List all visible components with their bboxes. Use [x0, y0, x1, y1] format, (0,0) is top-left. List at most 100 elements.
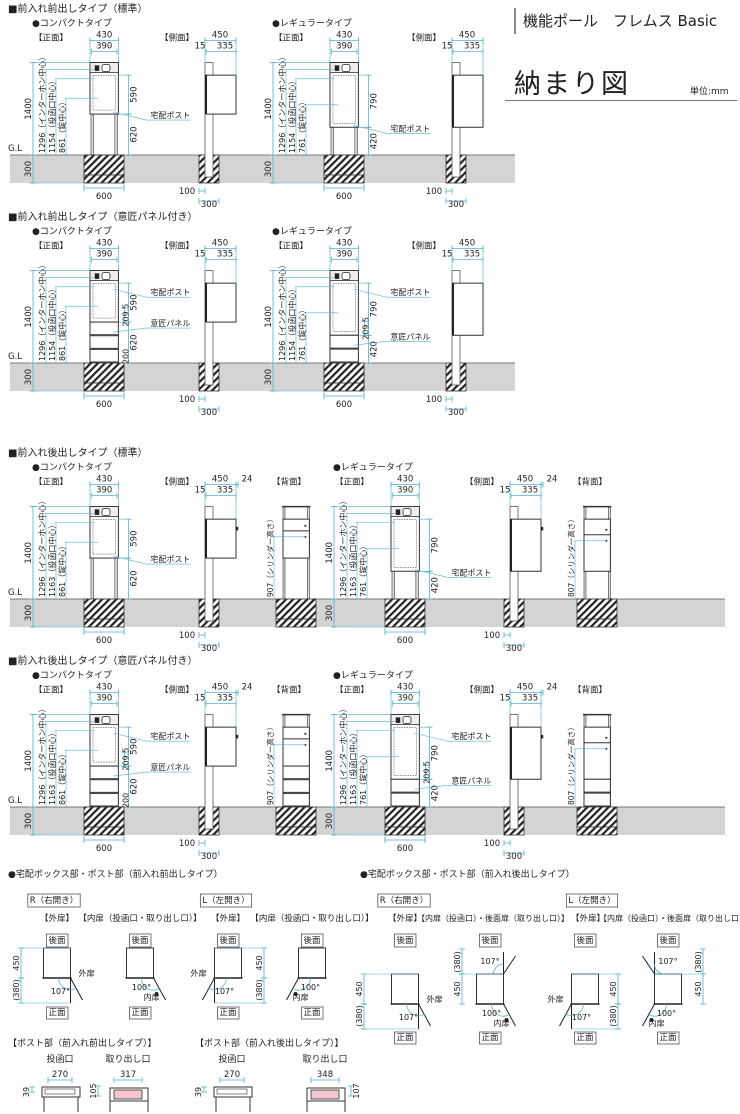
upper-dimension: 590 — [129, 530, 139, 546]
key-icon — [154, 992, 159, 996]
cylinder-height-dimension: 907（シリンダー高さ） — [265, 515, 275, 597]
left-hinge-label: L（左開き） — [568, 895, 615, 906]
rear-handle — [540, 526, 544, 531]
rear-angle-label: 107° — [480, 957, 499, 966]
footing-width-dimension: 300 — [201, 644, 217, 654]
height-dimension: 1400 — [24, 542, 34, 564]
rear-side-label: 後面 — [131, 935, 149, 946]
outlet-frame — [306, 1087, 346, 1102]
inner-width-dimension: 390 — [336, 42, 352, 52]
side-view-label: 【側面】 — [160, 477, 194, 488]
post-offset-dimension: 15 — [442, 250, 453, 260]
rear-door-open — [503, 955, 516, 975]
gravel-base — [83, 826, 125, 836]
door-outline — [92, 727, 116, 763]
right-hinge-label-box — [377, 893, 431, 908]
delivery-box-side — [510, 518, 542, 572]
footing-offset-dimension: 100 — [426, 187, 442, 197]
box-plan — [43, 947, 71, 979]
intercom-height-dimension: 1296（インターホン中心） — [37, 705, 47, 805]
key-height-dimension: 861（錠中心） — [57, 306, 67, 361]
height-dimension: 1400 — [325, 542, 335, 564]
door-section-title: ●宅配ボックス部・ポスト部（前入れ前出しタイプ） — [8, 868, 223, 880]
intercom-icon — [334, 273, 340, 279]
delivery-box — [390, 714, 420, 780]
open-door — [418, 1003, 431, 1027]
side-view-label: 【側面】 — [465, 477, 499, 488]
cylinder-lock-icon — [605, 736, 608, 739]
door-outline — [393, 727, 417, 776]
delivery-post-label: 宅配ポスト — [451, 731, 491, 741]
clearance-dimension: (380) — [609, 1005, 618, 1027]
camera-icon — [101, 64, 111, 72]
right-hinge-label: R（右開き） — [30, 895, 78, 906]
concrete-footing — [83, 806, 125, 828]
footing-offset-dimension: 100 — [179, 187, 195, 197]
outer-door-heading: 【外扉】 — [40, 913, 74, 924]
intercom-height-dimension: 1296（インターホン中心） — [37, 261, 47, 361]
post-part-title: 【ポスト部（前入れ後出しタイプ）】 — [195, 1037, 344, 1049]
box-depth-dimension: 335 — [217, 486, 233, 496]
delivery-post-label: 宅配ポスト — [390, 123, 430, 133]
variant-title: ●レギュラータイプ — [272, 226, 352, 237]
inner-width-dimension: 390 — [96, 250, 112, 260]
height-dimension: 1400 — [24, 306, 34, 328]
key-height-dimension: 761（錠中心） — [358, 542, 368, 597]
box-plan — [298, 947, 326, 979]
key-height-dimension: 761（錠中心） — [297, 98, 307, 153]
footing-offset-dimension: 100 — [484, 631, 500, 641]
left-hinge-label-box — [565, 893, 619, 908]
panel-upper-dimension: 209.5 — [422, 761, 431, 784]
front-view-label: 【正面】 — [335, 478, 369, 488]
rear-side-label-box — [129, 933, 152, 948]
slot-height-dimension: 1154（投函口中心） — [287, 77, 297, 153]
delivery-box-side — [205, 518, 237, 559]
design-panel — [89, 765, 119, 780]
post-part-title: 【ポスト部（前入れ前出しタイプ）】 — [8, 1037, 157, 1049]
upper-dimension: 790 — [430, 537, 440, 553]
right-hinge-label: R（右開き） — [380, 895, 428, 906]
front-side-label-box — [657, 1031, 680, 1045]
footing-depth-dimension: 300 — [264, 161, 274, 177]
height-dimension: 1400 — [264, 98, 274, 120]
outer-angle-label: 107° — [399, 1013, 418, 1022]
width-dimension: 430 — [336, 31, 352, 41]
front-view-label: 【正面】 — [34, 478, 68, 488]
inner-width-dimension: 390 — [397, 486, 413, 496]
key-height-dimension: 761（錠中心） — [297, 306, 307, 361]
cylinder-lock-icon — [304, 524, 307, 527]
box-depth-dimension: 335 — [464, 250, 480, 260]
outer-angle-label: 107° — [51, 987, 70, 996]
slot-opening — [216, 1088, 248, 1095]
cylinder-lock-icon — [605, 528, 608, 531]
pole-leg — [391, 570, 395, 600]
upper-dimension: 790 — [430, 745, 440, 761]
footing-offset-dimension: 100 — [484, 839, 500, 849]
box-depth-dimension: 335 — [217, 42, 233, 52]
inner-width-dimension: 390 — [397, 694, 413, 704]
drawing-title: 納まり図 — [514, 69, 630, 100]
cylinder-height-dimension: 807（シリンダー高さ） — [566, 723, 576, 805]
open-door — [642, 1003, 655, 1027]
footing-width-dimension: 600 — [397, 844, 413, 854]
footing-width-dimension: 300 — [506, 852, 522, 862]
outer-door-heading: 【外扉】 — [211, 913, 245, 924]
intercom-height-dimension: 1296（インターホン中心） — [277, 53, 287, 153]
inner-angle-label: 100° — [482, 1009, 501, 1018]
swing-arc — [565, 1003, 584, 1016]
concrete-footing — [83, 154, 125, 176]
slot-height-dimension: 1163（投函口中心） — [348, 729, 358, 805]
gravel-base — [323, 382, 365, 392]
gravel-base — [576, 826, 618, 836]
box-depth-dimension: 335 — [464, 42, 480, 52]
concrete-footing — [323, 362, 365, 384]
pole-side — [204, 714, 214, 830]
cylinder-height-dimension: 907（シリンダー高さ） — [265, 723, 275, 805]
inner-angle-label: 100° — [657, 1009, 676, 1018]
slot-height-dimension: 1154（投函口中心） — [47, 77, 57, 153]
pole-side — [204, 506, 214, 622]
design-panel — [329, 334, 359, 349]
clearance-dimension: (380) — [12, 979, 21, 1001]
front-view-label: 【正面】 — [335, 686, 369, 696]
footing-offset-dimension: 100 — [179, 631, 195, 641]
